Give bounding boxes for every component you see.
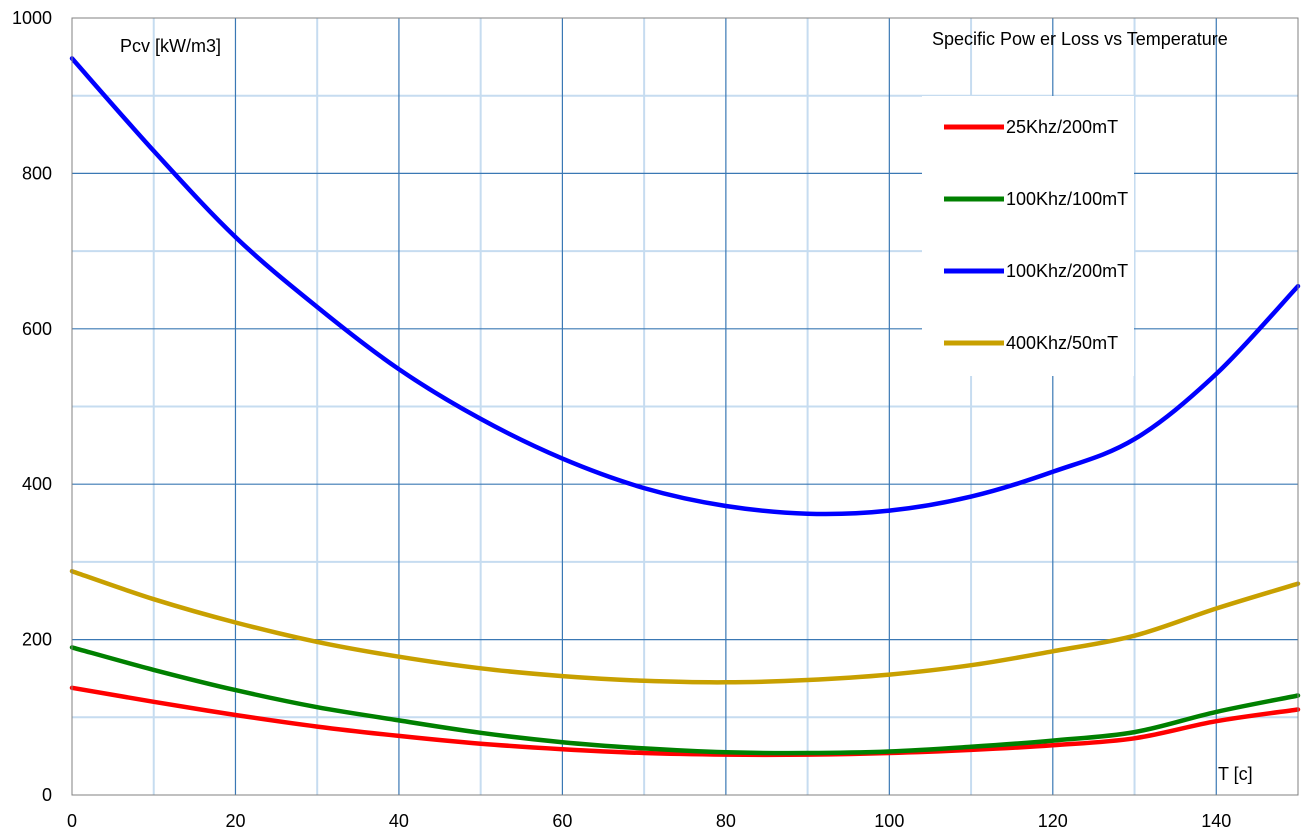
y-tick-label: 800 [22, 163, 52, 183]
legend-label: 25Khz/200mT [1006, 117, 1118, 137]
series-line-100khz-100mt [69, 645, 1301, 756]
y-tick-label: 1000 [12, 8, 52, 28]
x-tick-label: 60 [552, 811, 572, 831]
y-axis-label: Pcv [kW/m3] [120, 36, 221, 56]
tick-labels: 0 20 40 60 80 100 120 140 0 200 400 600 800 1000 [12, 8, 1231, 831]
series-line-400khz-50mt [69, 568, 1301, 685]
legend-label: 100Khz/200mT [1006, 261, 1128, 281]
legend-label: 400Khz/50mT [1006, 333, 1118, 353]
y-tick-label: 400 [22, 474, 52, 494]
series-line-25khz-200mt [69, 685, 1301, 758]
x-tick-label: 100 [874, 811, 904, 831]
legend: 25Khz/200mT 100Khz/100mT 100Khz/200mT 400Kh… [944, 117, 1128, 353]
legend-label: 100Khz/100mT [1006, 189, 1128, 209]
y-tick-label: 600 [22, 319, 52, 339]
legend-box [922, 96, 1134, 376]
series-line-100khz-200mt [69, 56, 1301, 517]
x-tick-label: 20 [225, 811, 245, 831]
y-tick-label: 200 [22, 630, 52, 650]
x-tick-label: 0 [67, 811, 77, 831]
series-group [69, 56, 1301, 758]
x-tick-label: 140 [1201, 811, 1231, 831]
x-tick-label: 120 [1038, 811, 1068, 831]
x-tick-label: 40 [389, 811, 409, 831]
y-tick-label: 0 [42, 785, 52, 805]
x-axis-label: T [c] [1218, 764, 1253, 784]
plot-frame [71, 17, 1299, 796]
x-tick-label: 80 [716, 811, 736, 831]
chart-title: Specific Pow er Loss vs Temperature [932, 29, 1228, 49]
